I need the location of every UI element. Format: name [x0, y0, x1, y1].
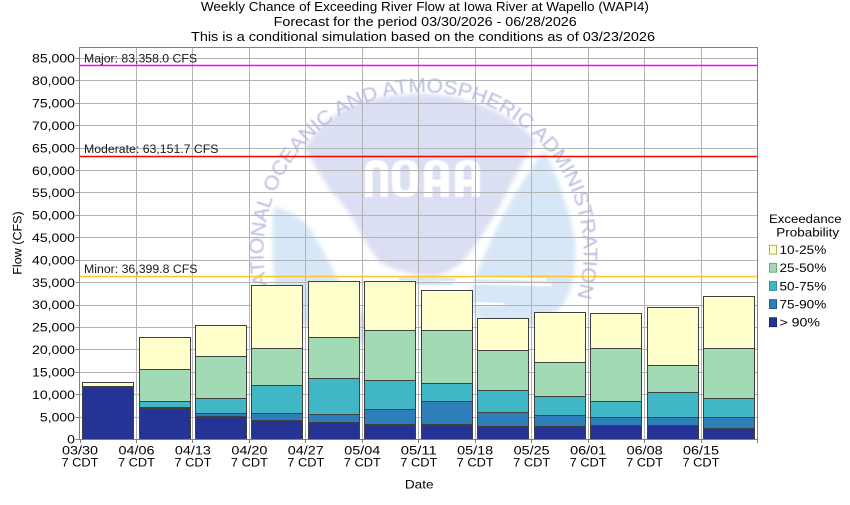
svg-text:7 CDT: 7 CDT: [231, 456, 269, 470]
svg-text:06/01: 06/01: [570, 443, 606, 457]
svg-text:60,000: 60,000: [32, 164, 75, 178]
svg-text:7 CDT: 7 CDT: [287, 456, 325, 470]
svg-text:7 CDT: 7 CDT: [626, 456, 664, 470]
svg-text:20,000: 20,000: [32, 343, 75, 357]
svg-text:30,000: 30,000: [32, 298, 75, 312]
svg-text:06/08: 06/08: [627, 443, 663, 457]
svg-text:Weekly Chance of Exceeding Riv: Weekly Chance of Exceeding River Flow at…: [201, 0, 649, 14]
svg-text:50-75%: 50-75%: [780, 279, 827, 293]
svg-text:06/15: 06/15: [683, 443, 719, 457]
svg-text:5,000: 5,000: [40, 410, 75, 424]
svg-text:0: 0: [67, 433, 75, 447]
svg-text:10,000: 10,000: [32, 388, 75, 402]
svg-text:25-50%: 25-50%: [780, 261, 827, 275]
svg-text:Minor: 36,399.8 CFS: Minor: 36,399.8 CFS: [84, 262, 198, 276]
svg-text:7 CDT: 7 CDT: [570, 456, 608, 470]
svg-text:04/20: 04/20: [231, 443, 267, 457]
svg-text:Flow (CFS): Flow (CFS): [11, 211, 25, 275]
svg-text:Probability: Probability: [776, 226, 840, 240]
svg-text:7 CDT: 7 CDT: [344, 456, 382, 470]
svg-text:75,000: 75,000: [32, 97, 75, 111]
svg-text:15,000: 15,000: [32, 366, 75, 380]
svg-text:04/13: 04/13: [175, 443, 211, 457]
svg-text:7 CDT: 7 CDT: [118, 456, 156, 470]
svg-text:55,000: 55,000: [32, 186, 75, 200]
svg-text:40,000: 40,000: [32, 253, 75, 267]
svg-text:45,000: 45,000: [32, 231, 75, 245]
svg-text:75-90%: 75-90%: [780, 297, 827, 311]
svg-text:05/04: 05/04: [344, 443, 380, 457]
svg-text:05/11: 05/11: [401, 443, 437, 457]
svg-text:7 CDT: 7 CDT: [513, 456, 551, 470]
svg-text:Exceedance: Exceedance: [769, 212, 842, 226]
svg-text:> 90%: > 90%: [780, 316, 821, 330]
svg-text:Major: 83,358.0 CFS: Major: 83,358.0 CFS: [84, 52, 197, 66]
svg-text:25,000: 25,000: [32, 321, 75, 335]
svg-text:65,000: 65,000: [32, 141, 75, 155]
svg-text:05/25: 05/25: [514, 443, 550, 457]
svg-text:7 CDT: 7 CDT: [457, 456, 495, 470]
svg-text:Date: Date: [405, 478, 434, 492]
svg-text:50,000: 50,000: [32, 209, 75, 223]
svg-text:7 CDT: 7 CDT: [400, 456, 438, 470]
svg-text:7 CDT: 7 CDT: [683, 456, 721, 470]
svg-text:This is a conditional simulati: This is a conditional simulation based o…: [191, 30, 655, 44]
svg-text:35,000: 35,000: [32, 276, 75, 290]
svg-text:05/18: 05/18: [457, 443, 493, 457]
svg-text:7 CDT: 7 CDT: [62, 456, 100, 470]
svg-text:03/30: 03/30: [62, 443, 98, 457]
svg-text:04/06: 04/06: [119, 443, 155, 457]
svg-text:Forecast for the period 03/30/: Forecast for the period 03/30/2026 - 06/…: [274, 15, 577, 29]
svg-text:80,000: 80,000: [32, 74, 75, 88]
svg-text:70,000: 70,000: [32, 119, 75, 133]
svg-text:04/27: 04/27: [288, 443, 324, 457]
svg-text:7 CDT: 7 CDT: [174, 456, 212, 470]
svg-text:10-25%: 10-25%: [780, 243, 827, 257]
svg-text:85,000: 85,000: [32, 52, 75, 66]
svg-text:Moderate: 63,151.7 CFS: Moderate: 63,151.7 CFS: [84, 142, 219, 156]
